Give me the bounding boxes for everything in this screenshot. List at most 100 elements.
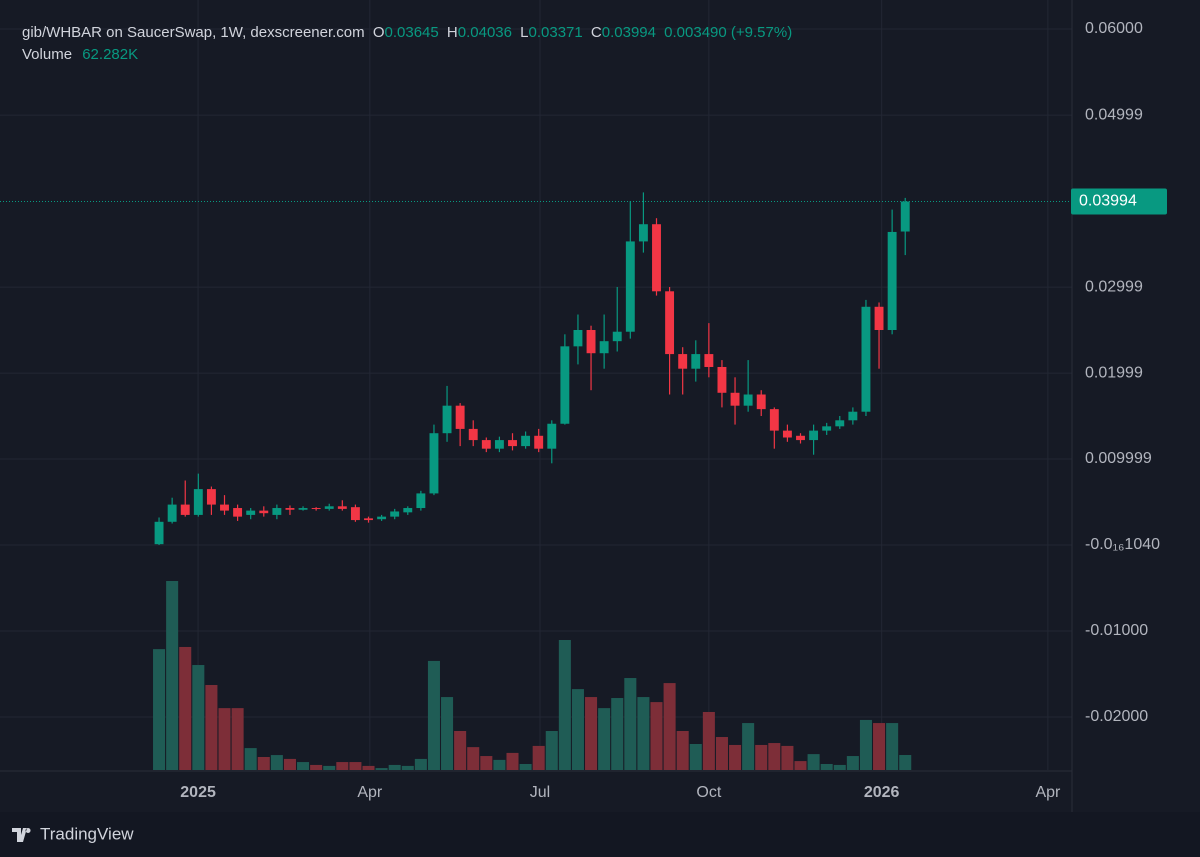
volume-bar: [310, 764, 323, 770]
volume-bar: [624, 678, 637, 770]
candle-body: [364, 518, 373, 521]
volume-bar: [244, 748, 257, 770]
candle-body: [246, 510, 256, 515]
candle-body: [285, 508, 295, 510]
volume-bar: [650, 702, 663, 770]
y-tick-label: 0.04999: [1085, 106, 1143, 123]
open-label: O: [373, 24, 385, 41]
candle-body: [259, 510, 269, 514]
candle-body: [560, 346, 570, 424]
volume-bar: [729, 744, 742, 770]
x-tick-label: 2026: [864, 784, 900, 801]
candle-body: [678, 354, 688, 369]
x-tick-label: Jul: [530, 784, 550, 801]
volume-bar: [153, 649, 166, 770]
volume-bar: [571, 689, 584, 770]
volume-bar: [283, 758, 296, 770]
logo-icon: [12, 828, 31, 842]
candle-body: [717, 366, 727, 393]
candle-body: [769, 409, 779, 431]
volume-bar: [362, 765, 375, 770]
change-pct: (+9.57%): [731, 24, 792, 41]
volume-bar: [467, 747, 480, 770]
volume-bar: [441, 697, 454, 770]
y-tick-label: 0.06000: [1085, 20, 1143, 37]
candle-body: [494, 440, 504, 449]
change: 0.003490: [664, 24, 727, 41]
candle-body: [272, 508, 282, 515]
volume-bar: [663, 683, 676, 770]
candle-body: [220, 504, 229, 511]
volume-bar: [349, 762, 362, 770]
low-label: L: [520, 24, 528, 41]
candle-body: [874, 306, 884, 330]
volume-bar: [401, 765, 414, 770]
candle-body: [861, 306, 871, 412]
candle-body: [809, 430, 819, 441]
high-value: 0.04036: [458, 24, 512, 41]
volume-bar: [846, 756, 859, 770]
candle-body: [822, 426, 832, 431]
volume-bar: [794, 761, 807, 770]
candle-body: [350, 507, 360, 521]
candle-body: [599, 341, 609, 354]
volume-bar: [336, 762, 349, 770]
candle-layer: [154, 192, 910, 546]
candle-body: [455, 405, 465, 429]
candle-body: [508, 440, 517, 447]
candle-body: [547, 423, 557, 449]
volume-bar: [205, 685, 218, 770]
volume-bar: [585, 697, 598, 770]
y-tick-label: 0.01999: [1085, 364, 1143, 381]
volume-bar: [375, 768, 388, 770]
footer-band: [0, 812, 1200, 857]
candle-body: [534, 435, 544, 449]
candle-body: [743, 394, 753, 406]
volume-bar: [637, 697, 650, 770]
candle-body: [796, 435, 805, 441]
candle-body: [298, 508, 308, 510]
last-price-box: [1071, 188, 1167, 215]
candle-body: [665, 291, 675, 355]
candle-body: [416, 493, 426, 509]
candle-body: [324, 506, 334, 509]
candle-body: [887, 231, 897, 330]
volume-bar: [493, 759, 506, 770]
x-tick-label: Apr: [1035, 784, 1061, 801]
volume-bar: [218, 708, 231, 770]
candle-body: [442, 405, 452, 434]
volume-bar: [297, 762, 310, 770]
volume-bar: [768, 743, 781, 770]
candle-body: [848, 411, 858, 421]
volume-bar: [755, 744, 768, 770]
volume-bar: [532, 745, 545, 770]
volume-bar: [257, 756, 270, 770]
symbol: gib/WHBAR on SaucerSwap, 1W, dexscreener…: [22, 24, 365, 41]
volume-bar: [873, 723, 886, 770]
y-tick-label: -0.02000: [1085, 708, 1148, 725]
x-tick-label: Oct: [696, 784, 721, 801]
candle-body: [782, 430, 792, 438]
axes: 0.06000 0.04999 0.02999 0.01999 0.009999 -0.0…: [0, 20, 1167, 801]
volume-bar: [807, 754, 820, 770]
volume-bar: [231, 708, 244, 770]
candle-body: [612, 331, 622, 342]
candle-body: [691, 354, 701, 369]
candle-body: [652, 224, 661, 292]
candle-body: [835, 420, 845, 427]
volume-layer: [153, 581, 912, 770]
candle-body: [900, 201, 910, 232]
candle-body: [756, 394, 766, 410]
volume-bar: [454, 730, 467, 770]
candle-body: [403, 508, 413, 513]
y-tick-label: 0.009999: [1085, 450, 1152, 467]
candle-body: [154, 521, 164, 545]
volume-value: 62.282K: [82, 46, 138, 63]
volume-bar: [820, 763, 833, 770]
candle-body: [468, 428, 478, 441]
candle-body: [377, 516, 387, 520]
candle-body: [521, 435, 531, 447]
branding: TradingView: [12, 824, 134, 843]
